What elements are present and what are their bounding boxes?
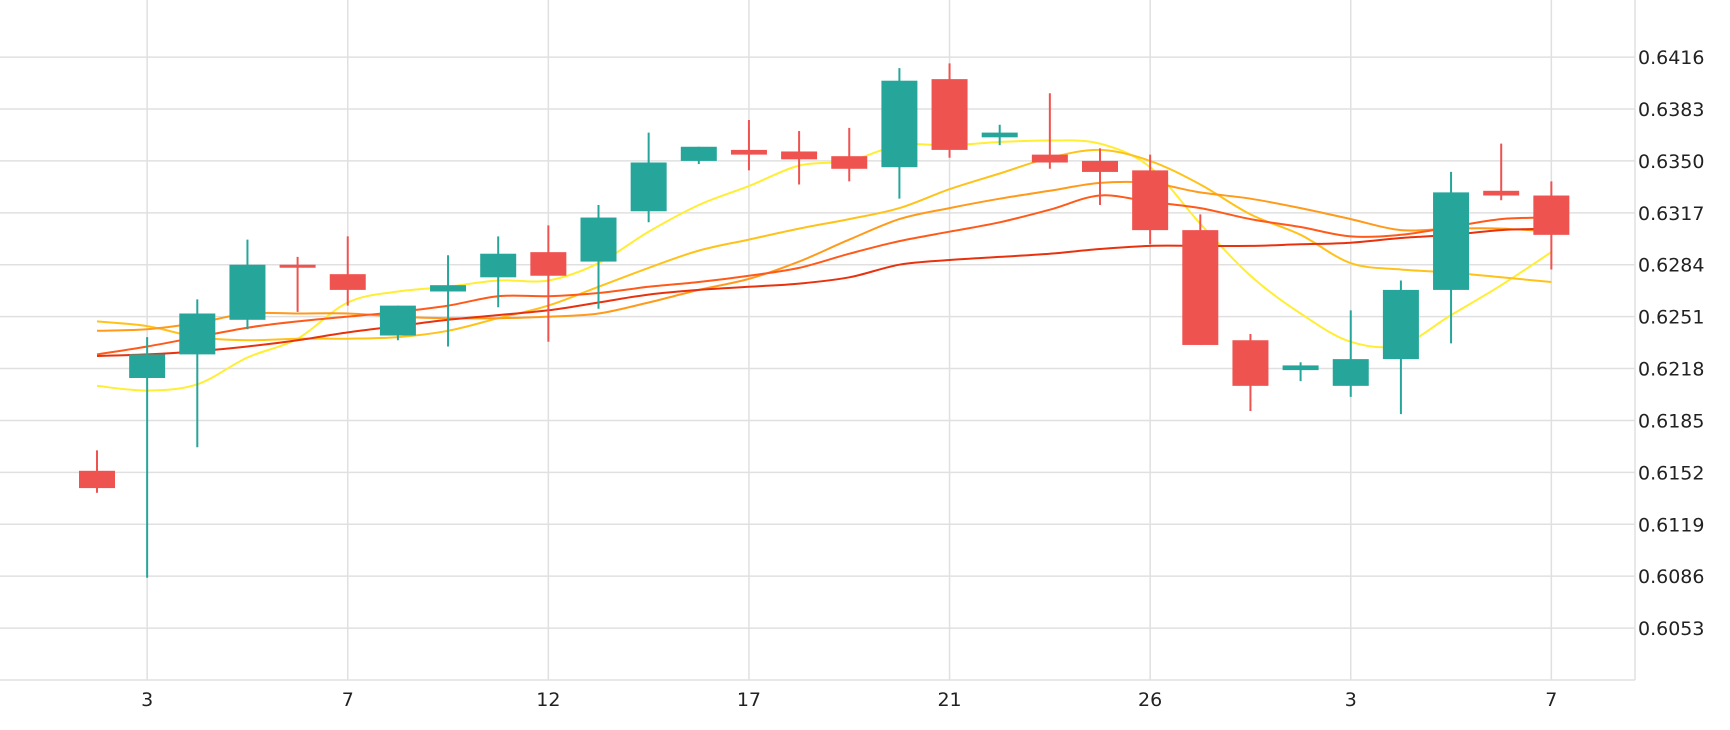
y-axis-ticks: 0.6416 0.6383 0.6350 0.6317 0.6284 0.6251 0.62… bbox=[1638, 47, 1704, 640]
candle-body bbox=[129, 354, 166, 378]
x-axis-ticks: 3 7 12 17 21 26 3 7 bbox=[141, 689, 1557, 711]
candle-body bbox=[1533, 195, 1570, 235]
candle-up bbox=[129, 337, 166, 578]
x-tick-label: 7 bbox=[1545, 689, 1557, 711]
candle-body bbox=[229, 264, 266, 320]
moving-average-line bbox=[96, 139, 1552, 392]
candle-body bbox=[1132, 170, 1169, 231]
candle-up bbox=[630, 132, 667, 223]
candle-body bbox=[79, 470, 115, 489]
candle-down bbox=[1082, 148, 1118, 205]
candle-up bbox=[680, 146, 717, 165]
candle-body bbox=[379, 305, 416, 336]
candle-up bbox=[229, 239, 266, 330]
candle-body bbox=[781, 151, 818, 160]
candle-down bbox=[329, 236, 366, 306]
candle-body bbox=[1282, 365, 1319, 371]
candle-body bbox=[630, 162, 667, 212]
candle-up bbox=[1433, 171, 1470, 344]
candle-body bbox=[881, 80, 918, 168]
candle-down bbox=[730, 120, 767, 171]
moving-average-line bbox=[96, 227, 1552, 357]
moving-average-lines bbox=[96, 139, 1552, 392]
candle-body bbox=[1232, 340, 1269, 386]
y-tick-label: 0.6086 bbox=[1638, 566, 1704, 588]
candle-up bbox=[981, 124, 1018, 146]
y-tick-label: 0.6251 bbox=[1638, 307, 1704, 329]
x-tick-label: 17 bbox=[737, 689, 761, 711]
candle-body bbox=[1483, 190, 1520, 196]
candle-down bbox=[1232, 333, 1269, 412]
candle-up bbox=[1382, 280, 1419, 415]
y-tick-label: 0.6152 bbox=[1638, 462, 1704, 484]
x-tick-label: 26 bbox=[1138, 689, 1162, 711]
candle-body bbox=[329, 274, 366, 290]
moving-average-line bbox=[96, 194, 1552, 356]
candle-up bbox=[1332, 310, 1369, 397]
candle-up bbox=[1282, 362, 1319, 382]
x-tick-label: 21 bbox=[937, 689, 961, 711]
candle-body bbox=[730, 149, 767, 155]
candle-body bbox=[179, 313, 216, 355]
candle-body bbox=[981, 132, 1018, 138]
candle-body bbox=[279, 264, 316, 268]
x-tick-label: 3 bbox=[141, 689, 153, 711]
candle-down bbox=[279, 256, 316, 312]
candle-body bbox=[931, 79, 968, 150]
candle-body bbox=[680, 146, 717, 161]
candle-up bbox=[430, 255, 467, 347]
candle-down bbox=[1182, 214, 1219, 345]
candle-down bbox=[931, 63, 968, 158]
y-tick-label: 0.6317 bbox=[1638, 203, 1704, 225]
candle-up bbox=[179, 299, 216, 448]
y-tick-label: 0.6119 bbox=[1638, 514, 1704, 536]
candle-down bbox=[1483, 143, 1520, 201]
candle-body bbox=[1182, 230, 1219, 345]
y-tick-label: 0.6383 bbox=[1638, 99, 1704, 121]
y-tick-label: 0.6053 bbox=[1638, 618, 1704, 640]
y-tick-label: 0.6185 bbox=[1638, 410, 1704, 432]
candle-body bbox=[1031, 154, 1068, 163]
candles bbox=[79, 63, 1570, 578]
candle-body bbox=[580, 217, 617, 262]
candle-body bbox=[430, 285, 467, 292]
candle-body bbox=[831, 156, 868, 169]
candle-body bbox=[1332, 359, 1369, 386]
x-tick-label: 7 bbox=[342, 689, 354, 711]
moving-average-line bbox=[96, 148, 1552, 342]
candle-down bbox=[1031, 93, 1068, 169]
candle-body bbox=[1433, 192, 1470, 290]
candle-down bbox=[1132, 154, 1169, 245]
moving-average-line bbox=[96, 180, 1552, 332]
y-tick-label: 0.6350 bbox=[1638, 151, 1704, 173]
x-tick-label: 3 bbox=[1345, 689, 1357, 711]
y-tick-label: 0.6416 bbox=[1638, 47, 1704, 69]
candle-body bbox=[480, 253, 517, 278]
candle-down bbox=[1533, 181, 1570, 270]
candle-up bbox=[379, 305, 416, 341]
candle-down bbox=[781, 131, 818, 185]
y-tick-label: 0.6218 bbox=[1638, 359, 1704, 381]
candle-body bbox=[1382, 289, 1419, 360]
y-tick-label: 0.6284 bbox=[1638, 255, 1704, 277]
x-tick-label: 12 bbox=[536, 689, 560, 711]
candle-down bbox=[831, 127, 868, 182]
candle-up bbox=[480, 236, 517, 308]
candle-down bbox=[530, 225, 567, 342]
candle-down bbox=[79, 450, 115, 493]
candle-up bbox=[580, 204, 617, 309]
candle-up bbox=[881, 68, 918, 199]
candle-body bbox=[1082, 160, 1118, 172]
candle-body bbox=[530, 252, 567, 276]
